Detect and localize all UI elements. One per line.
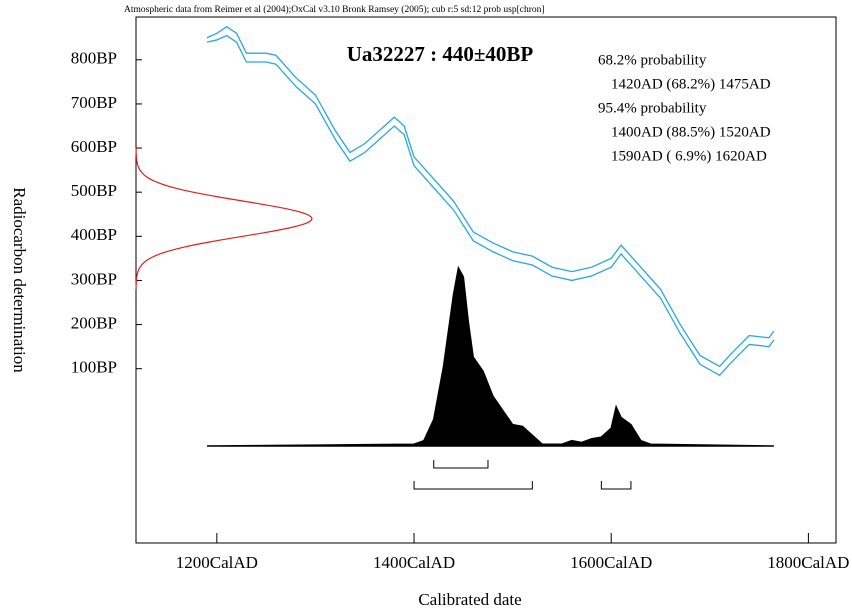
x-tick-label: 1200CalAD [176, 553, 258, 572]
y-tick-label: 700BP [71, 93, 117, 112]
range-bar [600, 481, 632, 490]
range-bar [413, 481, 533, 490]
measurement-distribution [135, 148, 313, 290]
probability-distribution [206, 265, 774, 447]
calibration-curve [206, 25, 775, 368]
range-text: 1590AD ( 6.9%) 1620AD [611, 148, 767, 164]
range-label: 95.4% probability [598, 100, 707, 116]
y-tick-label: 400BP [71, 225, 117, 244]
x-tick-label: 1400CalAD [373, 553, 455, 572]
y-axis-label: Radiocarbon determination [10, 187, 29, 373]
range-bar [433, 460, 489, 469]
chart-title: Ua32227 : 440±40BP [347, 42, 534, 66]
y-tick-label: 500BP [71, 181, 117, 200]
range-label: 68.2% probability [598, 52, 707, 68]
calibration-curve [206, 34, 775, 377]
range-text: 1420AD (68.2%) 1475AD [611, 76, 771, 92]
y-tick-label: 800BP [71, 49, 117, 68]
x-axis-label: Calibrated date [418, 590, 521, 609]
chart-header: Atmospheric data from Reimer et al (2004… [124, 4, 545, 15]
x-tick-label: 1600CalAD [570, 553, 652, 572]
x-tick-label: 1800CalAD [767, 553, 849, 572]
y-tick-label: 100BP [71, 358, 117, 377]
plot-frame [135, 16, 837, 544]
range-text: 1400AD (88.5%) 1520AD [611, 124, 771, 140]
y-tick-label: 300BP [71, 269, 117, 288]
y-tick-label: 200BP [71, 313, 117, 332]
y-tick-label: 600BP [71, 137, 117, 156]
